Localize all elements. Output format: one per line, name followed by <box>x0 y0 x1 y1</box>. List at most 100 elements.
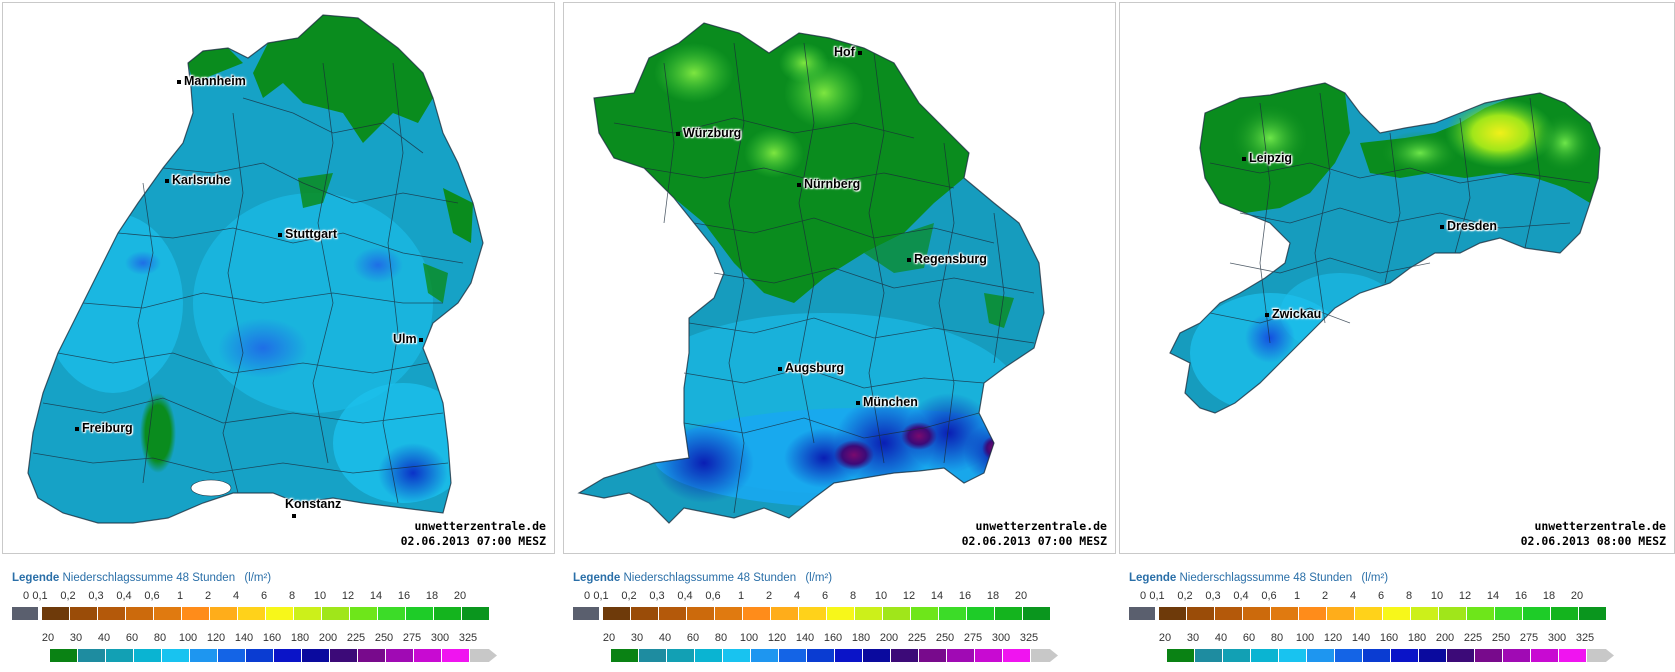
city-name: Karlsruhe <box>172 173 231 187</box>
precipitation-map-sachsen <box>1169 82 1601 414</box>
scale-swatch <box>603 607 630 620</box>
scale-swatch <box>1467 607 1494 620</box>
scale-swatch <box>434 607 461 620</box>
scale-swatch <box>807 649 834 662</box>
scale-tick-label: 100 <box>178 632 198 644</box>
scale-tick-label: 1 <box>1293 590 1301 602</box>
scale-swatch <box>238 607 265 620</box>
city-marker <box>676 131 680 136</box>
scale-tick-label: 12 <box>1458 590 1472 602</box>
scale-tick-label: 2 <box>1321 590 1329 602</box>
legend-title: Legende Niederschlagssumme 48 Stunden (l… <box>1129 572 1669 584</box>
scale-tick-label: 100 <box>1295 632 1315 644</box>
city-label: Mannheim <box>177 74 246 88</box>
city-label: Hof <box>834 45 865 59</box>
city-marker <box>292 514 296 518</box>
scale-tick-label: 18 <box>425 590 439 602</box>
city-label: Stuttgart <box>278 227 337 241</box>
scale-tick-label: 0,3 <box>649 590 665 602</box>
scale-tick-label: 120 <box>206 632 226 644</box>
color-scale: 0 0,1 0,2 0,3 0,4 0,6 1 2 4 6 8 10 12 14 16 18 20 20 30 40 6… <box>12 590 552 670</box>
scale-tick-label: 1 <box>737 590 745 602</box>
scale-swatch <box>1355 607 1382 620</box>
scale-swatch <box>919 649 946 662</box>
scale-tick-label: 20 <box>1014 590 1028 602</box>
credit-site: unwetterzentrale.de <box>1534 519 1666 533</box>
city-marker <box>75 426 79 431</box>
scale-tick-label: 300 <box>991 632 1011 644</box>
scale-swatch <box>1003 649 1030 662</box>
scale-tick-label: 160 <box>262 632 282 644</box>
scale-tick-label: 30 <box>69 632 83 644</box>
scale-swatch <box>218 649 245 662</box>
scale-tick-label: 250 <box>374 632 394 644</box>
city-label: Ulm <box>393 332 426 346</box>
scale-swatch <box>1523 607 1550 620</box>
legend-label: Legende <box>12 572 60 584</box>
scale-swatch <box>162 649 189 662</box>
scale-swatch <box>414 649 441 662</box>
scale-swatch <box>1299 607 1326 620</box>
legend-title: Legende Niederschlagssumme 48 Stunden (l… <box>12 572 552 584</box>
scale-swatch <box>70 607 97 620</box>
scale-swatch <box>835 649 862 662</box>
scale-swatch <box>687 607 714 620</box>
scale-tick-label: 250 <box>935 632 955 644</box>
scale-tick-label: 0,1 <box>32 590 48 602</box>
city-name: Würzburg <box>683 126 742 140</box>
scale-tick-label: 0,6 <box>144 590 160 602</box>
scale-tick-label: 0,3 <box>1205 590 1221 602</box>
scale-swatch <box>1579 607 1606 620</box>
scale-swatch <box>154 607 181 620</box>
scale-swatch <box>863 649 890 662</box>
scale-tick-label: 16 <box>958 590 972 602</box>
city-name: Dresden <box>1447 219 1498 233</box>
scale-tick-label: 60 <box>125 632 139 644</box>
scale-tick-label: 20 <box>1158 632 1172 644</box>
scale-swatch <box>126 607 153 620</box>
city-label: Konstanz <box>285 497 341 511</box>
map-frame: Mannheim Karlsruhe Stuttgart Ulm Freibur… <box>2 2 555 554</box>
scale-swatch <box>386 649 413 662</box>
scale-swatch <box>50 649 77 662</box>
scale-swatch <box>639 649 666 662</box>
scale-tick-label: 100 <box>739 632 759 644</box>
credit-timestamp: 02.06.2013 08:00 MESZ <box>1520 534 1666 548</box>
scale-overflow-arrow <box>1031 649 1058 662</box>
scale-tick-label: 1 <box>176 590 184 602</box>
scale-swatch <box>1503 649 1530 662</box>
scale-swatch <box>1531 649 1558 662</box>
scale-tick-label: 8 <box>849 590 857 602</box>
scale-tick-label: 6 <box>1377 590 1385 602</box>
scale-tick-label: 14 <box>1486 590 1500 602</box>
city-marker <box>797 182 801 187</box>
scale-swatch <box>1223 649 1250 662</box>
legend-caption: Niederschlagssumme 48 Stunden <box>623 572 797 584</box>
scale-tick-label: 275 <box>963 632 983 644</box>
scale-swatch <box>1559 649 1586 662</box>
scale-swatch <box>967 607 994 620</box>
scale-swatch <box>1411 607 1438 620</box>
scale-swatch <box>106 649 133 662</box>
scale-swatch <box>1279 649 1306 662</box>
scale-tick-label: 20 <box>453 590 467 602</box>
scale-tick-label: 0 <box>1139 590 1147 602</box>
scale-tick-label: 180 <box>1407 632 1427 644</box>
scale-tick-label: 0,4 <box>677 590 693 602</box>
scale-swatch <box>1475 649 1502 662</box>
scale-tick-label: 325 <box>1019 632 1039 644</box>
scale-tick-label: 120 <box>767 632 787 644</box>
scale-tick-label: 0,1 <box>593 590 609 602</box>
scale-swatch <box>659 607 686 620</box>
scale-tick-label: 18 <box>1542 590 1556 602</box>
scale-swatch <box>1363 649 1390 662</box>
scale-swatch <box>891 649 918 662</box>
scale-tick-label: 0,2 <box>621 590 637 602</box>
scale-swatch <box>911 607 938 620</box>
scale-swatch <box>330 649 357 662</box>
scale-tick-label: 8 <box>288 590 296 602</box>
scale-tick-label: 20 <box>41 632 55 644</box>
scale-swatch <box>1327 607 1354 620</box>
city-label: Leipzig <box>1242 151 1292 165</box>
scale-tick-label: 16 <box>1514 590 1528 602</box>
